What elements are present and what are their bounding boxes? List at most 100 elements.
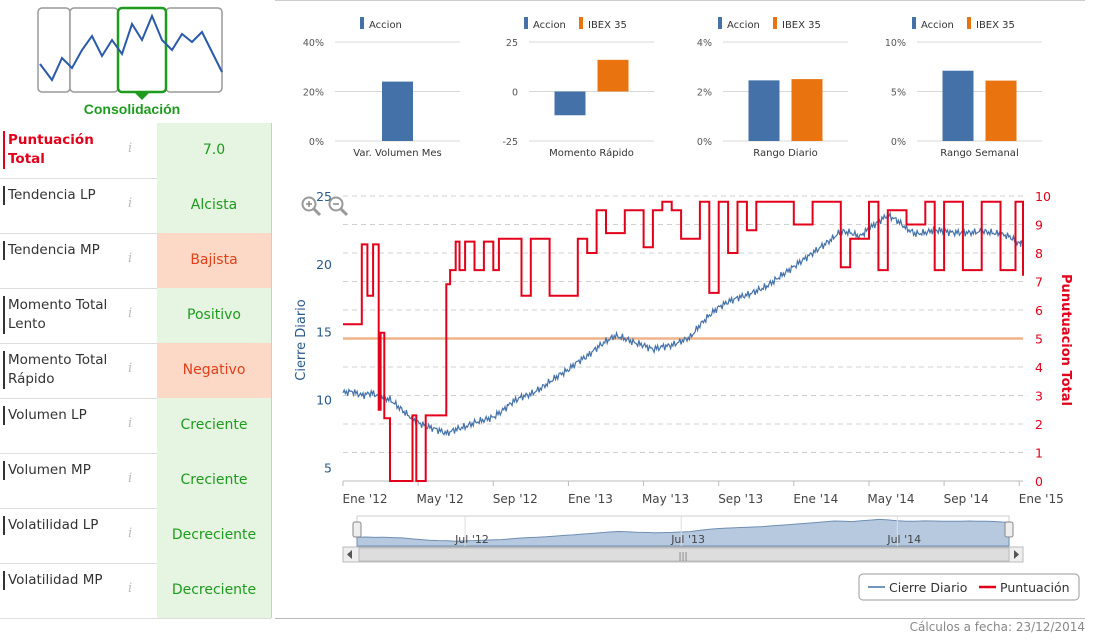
legend-swatch: [967, 17, 971, 29]
indicator-label: Volatilidad LP: [3, 516, 123, 535]
legend-swatch: [773, 17, 777, 29]
consolidacion-logo: [37, 6, 223, 100]
series-line-cierre: [342, 210, 1024, 437]
right-tick-label: 10: [1035, 189, 1051, 204]
info-icon[interactable]: i: [128, 306, 133, 321]
info-icon[interactable]: i: [128, 471, 133, 486]
indicator-row: Tendencia LP i Alcista: [0, 178, 271, 234]
right-tick-label: 5: [1035, 332, 1043, 347]
x-tick-label: Sep '13: [718, 492, 763, 506]
navigator-area: [356, 518, 1010, 547]
y-tick-label: 5%: [891, 88, 906, 99]
navigator-handle-left[interactable]: [352, 521, 362, 538]
indicator-row: Momento Total Rápido i Negativo: [0, 343, 271, 399]
legend-label: Cierre Diario: [889, 580, 967, 595]
y-tick-label: 10%: [885, 38, 906, 49]
x-tick-label: May '13: [642, 492, 689, 506]
chart-title: Var. Volumen Mes: [353, 148, 441, 159]
y-tick-label: 0%: [891, 137, 906, 148]
indicator-value: Alcista: [157, 178, 271, 233]
bar: [791, 79, 823, 141]
right-axis-title: Punutuacion Total: [1058, 274, 1073, 406]
info-icon[interactable]: i: [128, 141, 133, 156]
bar: [382, 81, 413, 141]
bar: [985, 80, 1017, 141]
y-tick-label: 40%: [303, 38, 324, 49]
info-icon[interactable]: i: [128, 416, 133, 431]
logo-label: Consolidación: [83, 101, 181, 117]
x-tick-label: May '12: [417, 492, 464, 506]
bar: [942, 70, 974, 141]
y-tick-label: 4%: [697, 38, 712, 49]
left-tick-label: 5: [324, 460, 332, 475]
legend-label: Puntuación: [1000, 580, 1070, 595]
chart-legend: Cierre Diario Puntuación: [858, 573, 1080, 601]
indicator-label: Volatilidad MP: [3, 571, 123, 590]
zoom-out-icon[interactable]: [328, 196, 349, 217]
scrollbar-thumb: [358, 547, 1010, 562]
x-tick-label: Ene '13: [568, 492, 613, 506]
legend-swatch: [360, 17, 364, 29]
info-icon[interactable]: i: [128, 526, 133, 541]
navigator-handle-right[interactable]: [1004, 521, 1014, 538]
right-tick-label: 0: [1035, 474, 1043, 489]
indicator-row: Volatilidad MP i Decreciente: [0, 563, 271, 619]
y-tick-label: 25: [506, 38, 518, 49]
legend-swatch: [579, 17, 583, 29]
indicator-label: Volumen LP: [3, 406, 123, 425]
left-tick-label: 10: [316, 393, 332, 408]
right-tick-label: 7: [1035, 275, 1043, 290]
indicator-row: Momento Total Lento i Positivo: [0, 288, 271, 344]
indicator-label: Tendencia LP: [3, 186, 123, 205]
x-tick-label: Sep '14: [944, 492, 989, 506]
indicator-value: Creciente: [157, 453, 271, 508]
series-line-puntuacion: [343, 200, 1024, 482]
navigator-label: Jul '14: [886, 533, 921, 546]
legend-swatch: [524, 17, 528, 29]
x-tick-label: Ene '14: [793, 492, 838, 506]
right-tick-label: 2: [1035, 417, 1043, 432]
zoom-in-icon[interactable]: [301, 196, 322, 217]
indicator-row: Volatilidad LP i Decreciente: [0, 508, 271, 564]
y-tick-label: 0%: [697, 137, 712, 148]
indicator-label: Puntuación Total: [3, 131, 123, 169]
left-axis-title: Cierre Diario: [294, 299, 309, 381]
legend-label: IBEX 35: [976, 20, 1015, 31]
indicator-value: Decreciente: [157, 508, 271, 563]
right-tick-label: 9: [1035, 218, 1043, 233]
legend-label: IBEX 35: [588, 20, 627, 31]
scroll-left-icon: [347, 550, 352, 559]
calc-date: Cálculos a fecha: 23/12/2014: [909, 620, 1085, 634]
indicator-value: 7.0: [157, 123, 271, 178]
indicator-row: Puntuación Total i 7.0: [0, 123, 271, 179]
bar: [554, 91, 586, 116]
info-icon[interactable]: i: [128, 581, 133, 596]
info-icon[interactable]: i: [128, 361, 133, 376]
scroll-right-icon: [1014, 550, 1019, 559]
indicator-value: Negativo: [157, 343, 271, 398]
info-icon[interactable]: i: [128, 251, 133, 266]
mini-charts: Accion 40% 20% 0% Var. Volumen Mes Accion IBEX…: [303, 17, 1042, 159]
navigator-label: Jul '12: [454, 533, 489, 546]
legend-label: IBEX 35: [782, 20, 821, 31]
indicator-row: Volumen MP i Creciente: [0, 453, 271, 509]
y-tick-label: 2%: [697, 88, 712, 99]
right-tick-label: 1: [1035, 446, 1043, 461]
x-tick-label: Ene '15: [1019, 492, 1064, 506]
indicator-label: Momento Total Lento: [3, 296, 123, 334]
info-icon[interactable]: i: [128, 196, 133, 211]
x-tick-label: Ene '12: [343, 492, 388, 506]
chart-title: Rango Diario: [753, 148, 817, 159]
right-tick-label: 4: [1035, 360, 1043, 375]
y-tick-label: 0: [512, 88, 518, 99]
right-tick-label: 3: [1035, 389, 1043, 404]
indicator-value: Positivo: [157, 288, 271, 343]
legend-swatch: [718, 17, 722, 29]
legend-label: Accion: [921, 20, 954, 31]
legend-swatch: [912, 17, 916, 29]
navigator-label: Jul '13: [670, 533, 705, 546]
right-tick-label: 8: [1035, 246, 1043, 261]
legend-label: Accion: [369, 20, 402, 31]
indicator-value: Bajista: [157, 233, 271, 288]
indicator-value: Decreciente: [157, 563, 271, 618]
